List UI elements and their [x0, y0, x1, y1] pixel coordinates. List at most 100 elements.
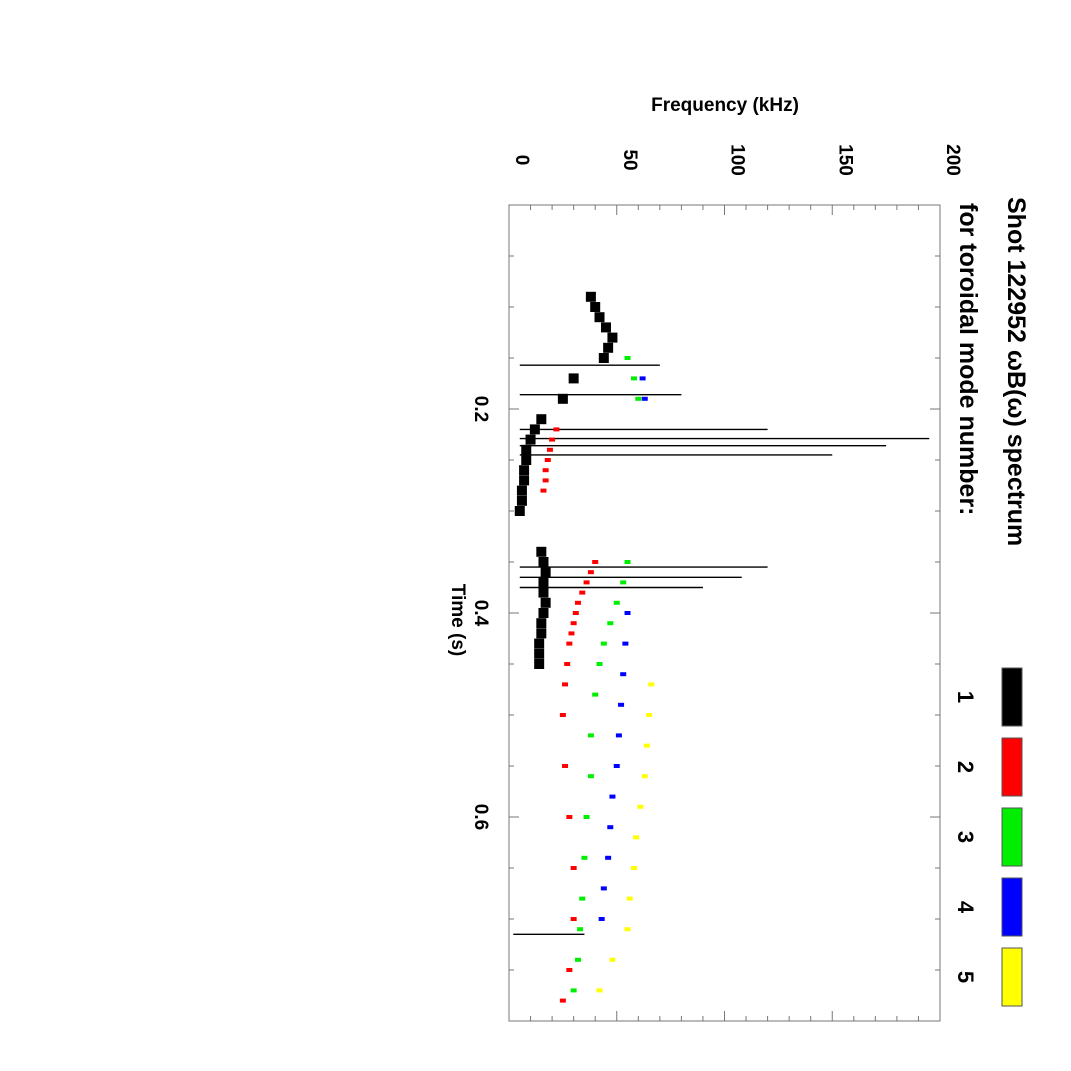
legend-swatch-2 — [1001, 737, 1023, 797]
freq-tick-label: 0 — [511, 155, 532, 166]
series-1-point — [607, 332, 618, 343]
series-5-point — [637, 804, 644, 809]
legend-label-5: 5 — [953, 971, 978, 983]
series-4-point — [605, 855, 612, 860]
series-3-point — [596, 662, 603, 666]
series-5-point — [626, 896, 633, 901]
series-2-point — [566, 815, 573, 819]
series-1-point — [538, 608, 549, 618]
series-1-point — [534, 659, 545, 669]
series-2-point — [572, 611, 579, 615]
series-1-point — [568, 373, 579, 384]
series-2-point — [559, 713, 566, 717]
series-1-point — [540, 597, 551, 608]
series-2-point — [592, 560, 599, 564]
series-1-point — [519, 475, 530, 486]
legend-label-1: 1 — [953, 691, 978, 703]
series-4-point — [639, 376, 646, 381]
series-1-point — [519, 465, 530, 476]
series-2-point — [549, 437, 556, 442]
series-1-point — [521, 455, 532, 465]
series-3-point — [620, 580, 627, 585]
series-4-point — [624, 611, 631, 615]
axis-ticks: 0 50 100 150 200 0.2 0.4 0.6 — [470, 144, 963, 1021]
series-2-point — [553, 427, 560, 432]
series-1-point — [516, 495, 527, 506]
series-3-point — [570, 988, 577, 993]
series-1-point — [600, 322, 611, 333]
legend-label-4: 4 — [953, 901, 978, 914]
series-5-point — [609, 957, 616, 962]
series-1-point — [557, 393, 568, 404]
legend-swatch-5 — [1001, 947, 1023, 1007]
series-3-point — [587, 733, 594, 738]
data-marks — [513, 291, 930, 1003]
series-2-point — [542, 478, 549, 483]
series-2-point — [544, 458, 551, 462]
legend-label-2: 2 — [953, 761, 978, 773]
series-1-point — [540, 567, 551, 578]
series-5-point — [646, 713, 653, 717]
legend-swatch-1 — [1001, 667, 1023, 727]
series-1-point — [585, 291, 596, 302]
series-1-point — [538, 557, 549, 567]
series-1-point — [516, 485, 527, 496]
series-3-point — [574, 957, 581, 962]
series-2-point — [587, 570, 594, 575]
series-1-point — [529, 424, 540, 435]
series-1-point — [521, 444, 532, 455]
series-4-point — [622, 641, 629, 646]
series-4-point — [609, 794, 616, 799]
time-tick-label: 0.6 — [470, 804, 491, 830]
freq-tick-label: 150 — [834, 144, 855, 176]
series-3-point — [624, 356, 631, 360]
chart-subtitle: for toroidal mode number: — [954, 203, 982, 516]
series-2-point — [570, 917, 577, 921]
series-4-point — [607, 825, 614, 830]
series-2-point — [540, 488, 547, 493]
series-5-point — [630, 866, 637, 870]
series-2-point — [562, 682, 569, 687]
legend: 1 2 3 4 5 — [953, 667, 1023, 1007]
series-4-point — [618, 702, 625, 707]
series-2-point — [546, 447, 553, 452]
series-2-point — [566, 968, 573, 972]
series-4-point — [641, 396, 648, 401]
series-2-point — [579, 590, 586, 595]
series-3-point — [577, 927, 584, 932]
freq-tick-label: 50 — [619, 149, 640, 170]
series-2-point — [568, 631, 575, 636]
x-axis-label: Time (s) — [447, 584, 468, 657]
series-1-point — [514, 506, 525, 516]
series-1-point — [525, 434, 536, 445]
series-1-point — [534, 638, 545, 649]
time-tick-label: 0.4 — [470, 600, 491, 627]
series-3-point — [581, 855, 588, 860]
series-2-point — [542, 468, 549, 473]
series-3-point — [583, 815, 590, 819]
series-5-point — [624, 927, 631, 932]
series-2-point — [583, 580, 590, 585]
time-tick-label: 0.2 — [470, 396, 491, 422]
series-3-point — [587, 774, 594, 779]
series-3-point — [600, 641, 607, 646]
series-4-point — [620, 672, 627, 677]
freq-tick-label: 100 — [727, 144, 748, 176]
legend-swatch-4 — [1001, 877, 1023, 937]
legend-swatch-3 — [1001, 807, 1023, 867]
series-4-point — [598, 917, 605, 921]
series-1-point — [536, 546, 547, 557]
series-5-point — [648, 682, 655, 687]
series-2-point — [564, 662, 571, 666]
series-1-point — [534, 648, 545, 659]
series-1-point — [590, 302, 601, 312]
series-2-point — [574, 600, 581, 605]
series-3-point — [624, 560, 631, 564]
series-2-point — [566, 641, 573, 646]
series-3-point — [592, 692, 599, 697]
series-3-point — [579, 896, 586, 901]
series-1-point — [536, 618, 547, 629]
series-3-point — [607, 621, 614, 626]
